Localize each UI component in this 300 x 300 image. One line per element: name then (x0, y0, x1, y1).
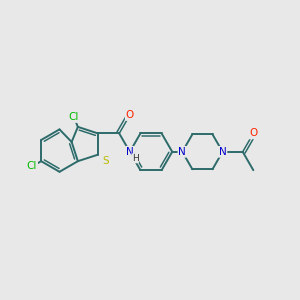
Text: N: N (126, 147, 134, 157)
Text: Cl: Cl (69, 112, 79, 122)
Text: O: O (249, 128, 257, 138)
Text: O: O (126, 110, 134, 120)
Text: N: N (219, 147, 226, 157)
Text: H: H (132, 154, 139, 163)
Text: S: S (102, 156, 109, 166)
Text: Cl: Cl (27, 161, 37, 172)
Text: N: N (178, 147, 186, 157)
